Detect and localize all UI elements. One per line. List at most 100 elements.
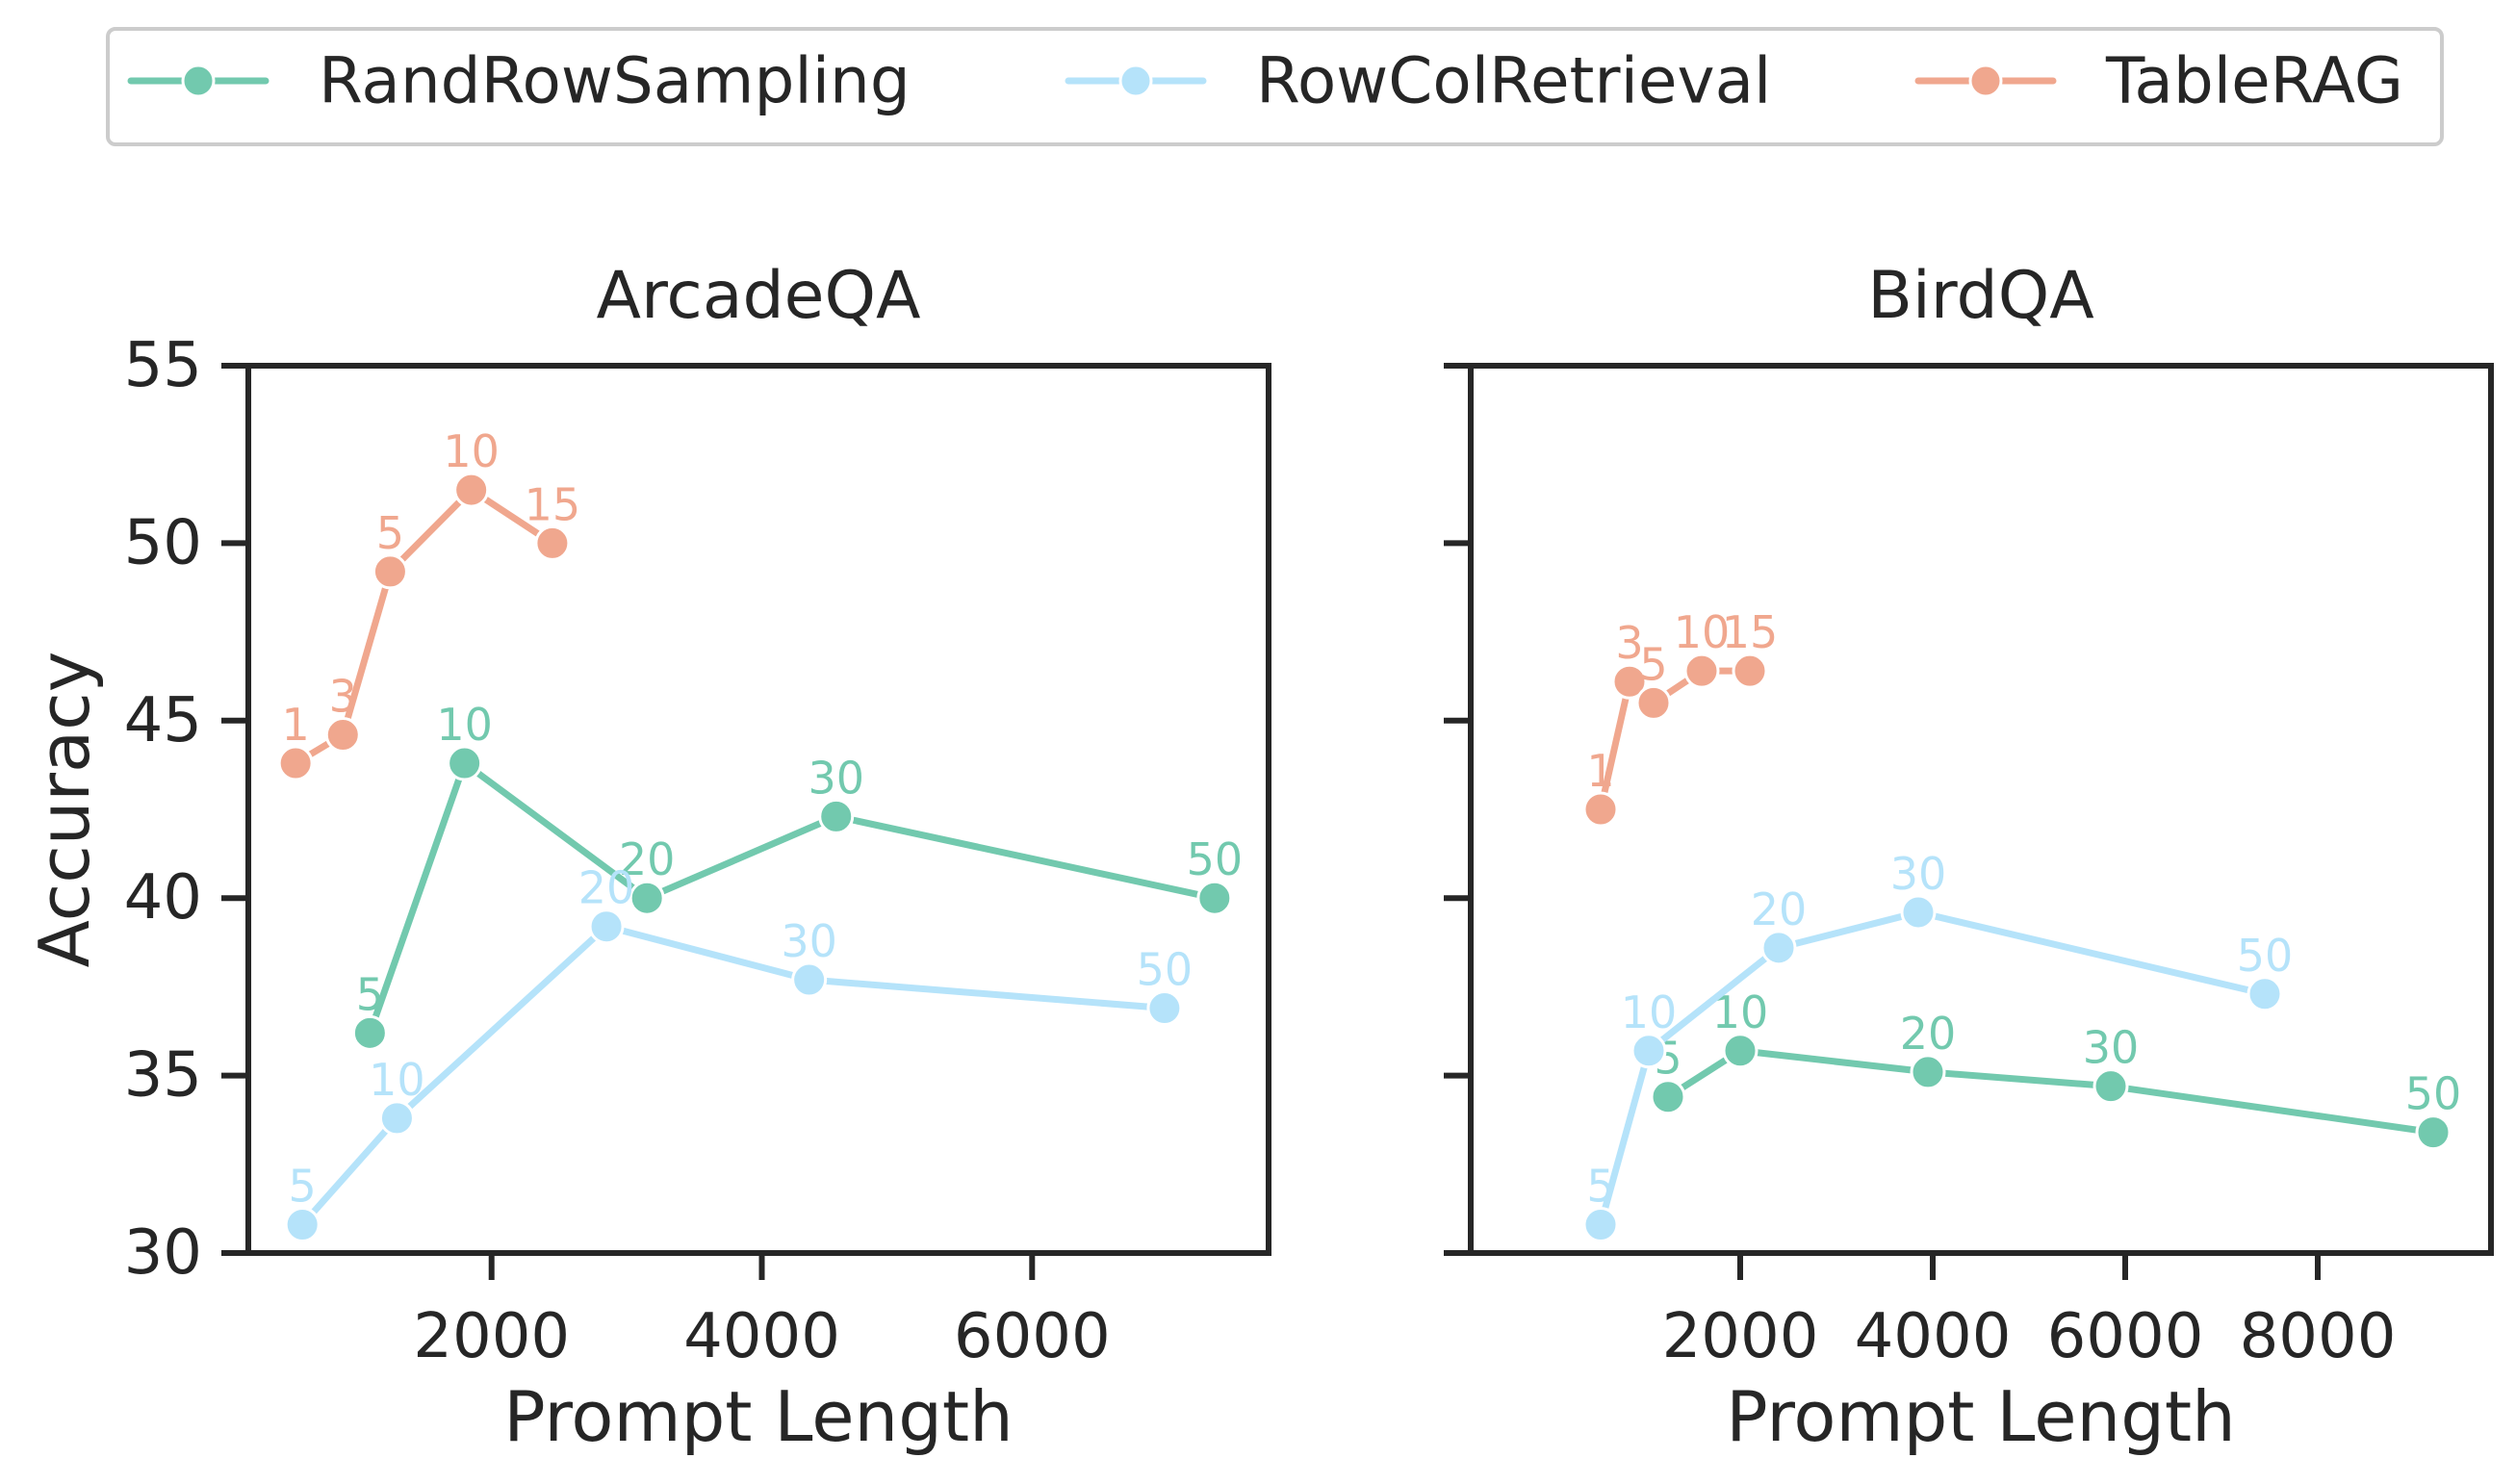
panel-title: BirdQA [1867, 258, 2094, 334]
data-label: 5 [289, 1160, 317, 1212]
x-tick-label: 6000 [2047, 1301, 2204, 1372]
data-label: 10 [1621, 986, 1678, 1038]
plot-frame [245, 363, 1271, 1256]
y-tick-label: 55 [124, 330, 202, 401]
data-point [277, 745, 314, 781]
data-point [324, 717, 361, 754]
data-point [1683, 652, 1720, 689]
data-label: 10 [436, 699, 493, 751]
data-label: 30 [808, 752, 864, 804]
data-point [1910, 1054, 1946, 1090]
data-point [1900, 894, 1937, 931]
data-point [629, 880, 665, 916]
x-tick-label: 8000 [2240, 1301, 2397, 1372]
data-point [378, 1100, 415, 1137]
data-point [1611, 663, 1648, 700]
x-tick-label: 2000 [413, 1301, 570, 1372]
series-line [366, 759, 1219, 1036]
data-point [1630, 1033, 1667, 1069]
data-label: 5 [356, 968, 384, 1020]
data-label: 10 [443, 425, 500, 477]
data-label: 50 [1187, 833, 1244, 885]
data-label: 50 [2237, 930, 2294, 982]
series-line [298, 923, 1168, 1228]
data-label: 20 [578, 862, 635, 914]
data-label: 15 [1722, 606, 1779, 658]
data-point [447, 745, 483, 781]
x-tick-label: 2000 [1662, 1301, 1819, 1372]
data-point [1146, 990, 1183, 1027]
data-label: 20 [1751, 883, 1808, 935]
legend-item-rowcolretrieval: RowColRetrieval [1065, 44, 1771, 118]
data-point [1635, 684, 1672, 721]
data-point [534, 525, 571, 561]
series-tablerag: 13 5 10 15 [277, 425, 581, 781]
x-tick-label: 4000 [683, 1301, 840, 1372]
legend-item-tablerag: TableRAG [1914, 44, 2403, 118]
data-point [1650, 1079, 1686, 1115]
data-point [791, 961, 828, 998]
data-label: 3 [1615, 617, 1643, 669]
data-label: 50 [1137, 944, 1194, 996]
data-label: 30 [781, 915, 837, 967]
legend-item-randrowsampling: RandRowSampling [127, 44, 911, 118]
data-label: 5 [1639, 638, 1667, 690]
y-tick-label: 40 [124, 862, 202, 934]
data-point [1732, 652, 1768, 689]
data-point [284, 1206, 321, 1242]
legend-marker [181, 64, 216, 98]
data-label: 10 [369, 1054, 425, 1106]
legend-marker [1118, 64, 1153, 98]
legend-label: RandRowSampling [319, 44, 911, 118]
y-tick-label: 35 [124, 1040, 202, 1112]
data-label: 1 [281, 699, 309, 751]
series-rowcolretrieval: 5 10 20 30 50 [284, 862, 1194, 1242]
data-point [2246, 976, 2283, 1012]
series-line [1664, 1047, 2437, 1137]
series-randrowsampling: 5 10 20 30 50 [351, 699, 1244, 1051]
legend-label: TableRAG [2105, 44, 2403, 118]
data-point [2092, 1068, 2129, 1105]
legend-frame [106, 27, 2444, 146]
data-point [453, 472, 490, 508]
x-axis-label: Prompt Length [503, 1376, 1014, 1457]
data-point [818, 798, 855, 834]
data-point [1582, 791, 1619, 828]
data-label: 5 [376, 507, 404, 559]
y-tick-label: 30 [124, 1217, 202, 1289]
data-label: 20 [1900, 1008, 1957, 1060]
x-tick-label: 4000 [1855, 1301, 2012, 1372]
data-point [372, 553, 408, 590]
data-label: 30 [1890, 848, 1947, 900]
data-label: 15 [525, 478, 581, 530]
y-tick-label: 45 [124, 685, 202, 756]
data-point [351, 1014, 388, 1051]
panel-title: ArcadeQA [596, 258, 920, 334]
data-label: 3 [329, 671, 357, 723]
data-label: 1 [1586, 745, 1614, 797]
plot-frame [1468, 363, 2494, 1256]
data-label: 10 [1674, 606, 1731, 658]
data-point [2415, 1114, 2452, 1151]
data-point [1760, 930, 1797, 966]
data-label: 30 [2083, 1022, 2140, 1074]
legend-marker [1968, 64, 2003, 98]
y-axis-label: Accuracy [24, 652, 105, 968]
x-tick-label: 6000 [954, 1301, 1111, 1372]
x-axis-label: Prompt Length [1726, 1376, 2236, 1457]
data-label: 50 [2405, 1068, 2462, 1120]
data-point [1582, 1206, 1619, 1242]
data-point [1722, 1033, 1759, 1069]
data-label: 5 [1586, 1160, 1614, 1212]
y-tick-label: 50 [124, 507, 202, 578]
data-point [1196, 880, 1233, 916]
legend: RandRowSampling RowColRetrieval TableRAG [106, 27, 2444, 146]
data-label: 20 [619, 833, 676, 885]
series-rowcolretrieval: 5 10 20 30 50 [1582, 848, 2294, 1242]
legend-label: RowColRetrieval [1256, 44, 1771, 118]
